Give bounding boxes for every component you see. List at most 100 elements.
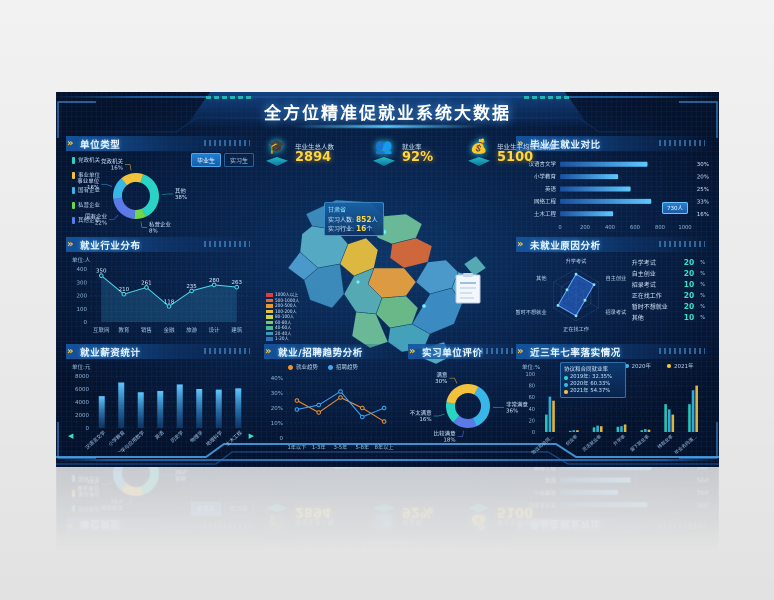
bar[interactable] [196, 389, 203, 428]
china-map[interactable]: 甘肃省 实习人数: 852人 实习行业: 16个 1000人以上500-1000… [266, 467, 506, 497]
bar[interactable] [644, 429, 647, 432]
legend-item[interactable]: 国有企业 [72, 186, 100, 194]
bar[interactable] [616, 426, 620, 432]
donut-slice[interactable] [113, 470, 128, 491]
legend-item[interactable]: 事业单位 [72, 171, 100, 179]
data-point[interactable] [189, 288, 194, 294]
bar[interactable] [691, 390, 695, 432]
data-point[interactable] [316, 402, 322, 408]
bar[interactable] [572, 430, 576, 432]
bar[interactable] [599, 426, 603, 432]
bar[interactable] [118, 382, 125, 429]
donut-slice[interactable] [121, 483, 144, 496]
data-point[interactable] [98, 273, 104, 278]
donut-slice[interactable] [140, 467, 159, 495]
legend-item[interactable]: 党政机关 [72, 505, 100, 513]
donut-slice[interactable] [113, 178, 128, 199]
data-point[interactable] [565, 288, 569, 292]
donut-slice[interactable] [113, 467, 136, 472]
data-point[interactable] [211, 282, 217, 288]
unit-type-toggle[interactable]: 毕业生 实习生 [190, 502, 254, 516]
salary-bar-chart[interactable]: 0 2000 4000 6000 8000 汉语言文学 小学教育 数学与应用数学 英语 历史学 物理… [66, 370, 256, 452]
data-point[interactable] [144, 285, 149, 290]
graduate-compare-bar-chart[interactable]: 02004006008001000汉语言文学30%小学教育20%英语25%网络工… [516, 467, 711, 515]
data-point[interactable] [381, 405, 387, 411]
bar[interactable] [596, 425, 599, 432]
data-point[interactable] [121, 291, 127, 297]
data-point[interactable] [316, 410, 322, 415]
bar[interactable] [560, 467, 652, 471]
bar[interactable] [695, 385, 698, 432]
bar[interactable] [560, 198, 652, 204]
donut-slice[interactable] [446, 402, 460, 423]
bar[interactable] [576, 430, 579, 432]
scroll-left-arrow[interactable]: ◀ [68, 432, 74, 440]
bar[interactable] [545, 414, 548, 432]
toggle-interns[interactable]: 实习生 [223, 502, 254, 516]
legend-item[interactable]: 就业趋势 [288, 363, 318, 371]
donut-slice[interactable] [472, 386, 490, 427]
bar[interactable] [98, 396, 105, 428]
data-point[interactable] [360, 405, 365, 411]
bar[interactable] [688, 404, 691, 432]
data-point[interactable] [338, 389, 343, 394]
trend-line-chart[interactable]: 0 10% 20% 30% 40% 1年以下 1-3年 3-5年 5-8年 8年以上 [264, 372, 401, 452]
toggle-graduates[interactable]: 毕业生 [190, 502, 221, 516]
bar[interactable] [215, 389, 222, 428]
donut-slice[interactable] [113, 197, 136, 219]
bar[interactable] [157, 390, 164, 428]
legend-item[interactable]: 事业单位 [72, 490, 100, 498]
bar[interactable] [647, 429, 651, 432]
bar[interactable] [664, 404, 667, 432]
donut-slice[interactable] [453, 415, 477, 428]
bar[interactable] [560, 174, 619, 180]
bar[interactable] [568, 430, 572, 432]
bar[interactable] [667, 409, 671, 432]
data-point[interactable] [574, 272, 578, 276]
data-point[interactable] [574, 314, 578, 318]
legend-item[interactable]: 2020年 [624, 362, 651, 370]
data-point[interactable] [166, 304, 172, 309]
bar[interactable] [560, 211, 614, 217]
bar[interactable] [560, 477, 631, 483]
bar[interactable] [176, 384, 183, 428]
bar[interactable] [620, 426, 623, 432]
data-point[interactable] [592, 283, 596, 286]
legend-item[interactable]: 国有企业 [72, 475, 100, 483]
bar[interactable] [671, 414, 675, 432]
data-point[interactable] [294, 398, 300, 403]
legend-item[interactable]: 党政机关 [72, 156, 100, 164]
unit-type-toggle[interactable]: 毕业生 实习生 [190, 153, 254, 167]
bar[interactable] [560, 502, 648, 508]
bar[interactable] [623, 424, 627, 432]
data-point[interactable] [234, 284, 240, 290]
three-year-bar-chart[interactable]: 0 20 40 60 80 100 协议和合同... 创业率 灵活就业率 升学率 留下就业率 待就业率… [516, 370, 711, 456]
bar[interactable] [592, 427, 596, 432]
bar[interactable] [548, 396, 552, 432]
bar[interactable] [640, 430, 644, 432]
legend-item[interactable]: 私营企业 [72, 201, 100, 209]
legend-item[interactable]: 私营企业 [72, 467, 100, 468]
toggle-interns[interactable]: 实习生 [223, 153, 254, 167]
legend-item[interactable]: 其他企业 [72, 216, 100, 224]
donut-slice[interactable] [134, 208, 146, 219]
scroll-right-arrow[interactable]: ▶ [248, 432, 254, 440]
donut-slice[interactable] [140, 174, 159, 217]
bar[interactable] [552, 400, 555, 432]
donut-slice[interactable] [121, 173, 144, 186]
bar[interactable] [137, 392, 144, 428]
legend-item[interactable]: 招聘趋势 [328, 363, 358, 371]
bar[interactable] [560, 489, 619, 495]
data-point[interactable] [338, 395, 343, 400]
unemployed-radar-chart[interactable]: 升学考试 自主创业 招录考试 正在找工作 暂时不想就业 其他 [516, 255, 636, 335]
toggle-graduates[interactable]: 毕业生 [190, 153, 221, 167]
industry-line-chart[interactable]: 0 100 200 300 400 350 互联网 210 教育 261 销售 118 金融 235 旅游 2… [66, 263, 256, 335]
data-point[interactable] [583, 298, 587, 302]
bar[interactable] [235, 388, 242, 428]
bar[interactable] [560, 161, 648, 167]
data-point[interactable] [381, 419, 387, 424]
bar[interactable] [560, 186, 631, 192]
legend-item[interactable]: 2021年 [667, 362, 694, 370]
data-point[interactable] [294, 407, 300, 412]
data-point[interactable] [360, 414, 365, 420]
